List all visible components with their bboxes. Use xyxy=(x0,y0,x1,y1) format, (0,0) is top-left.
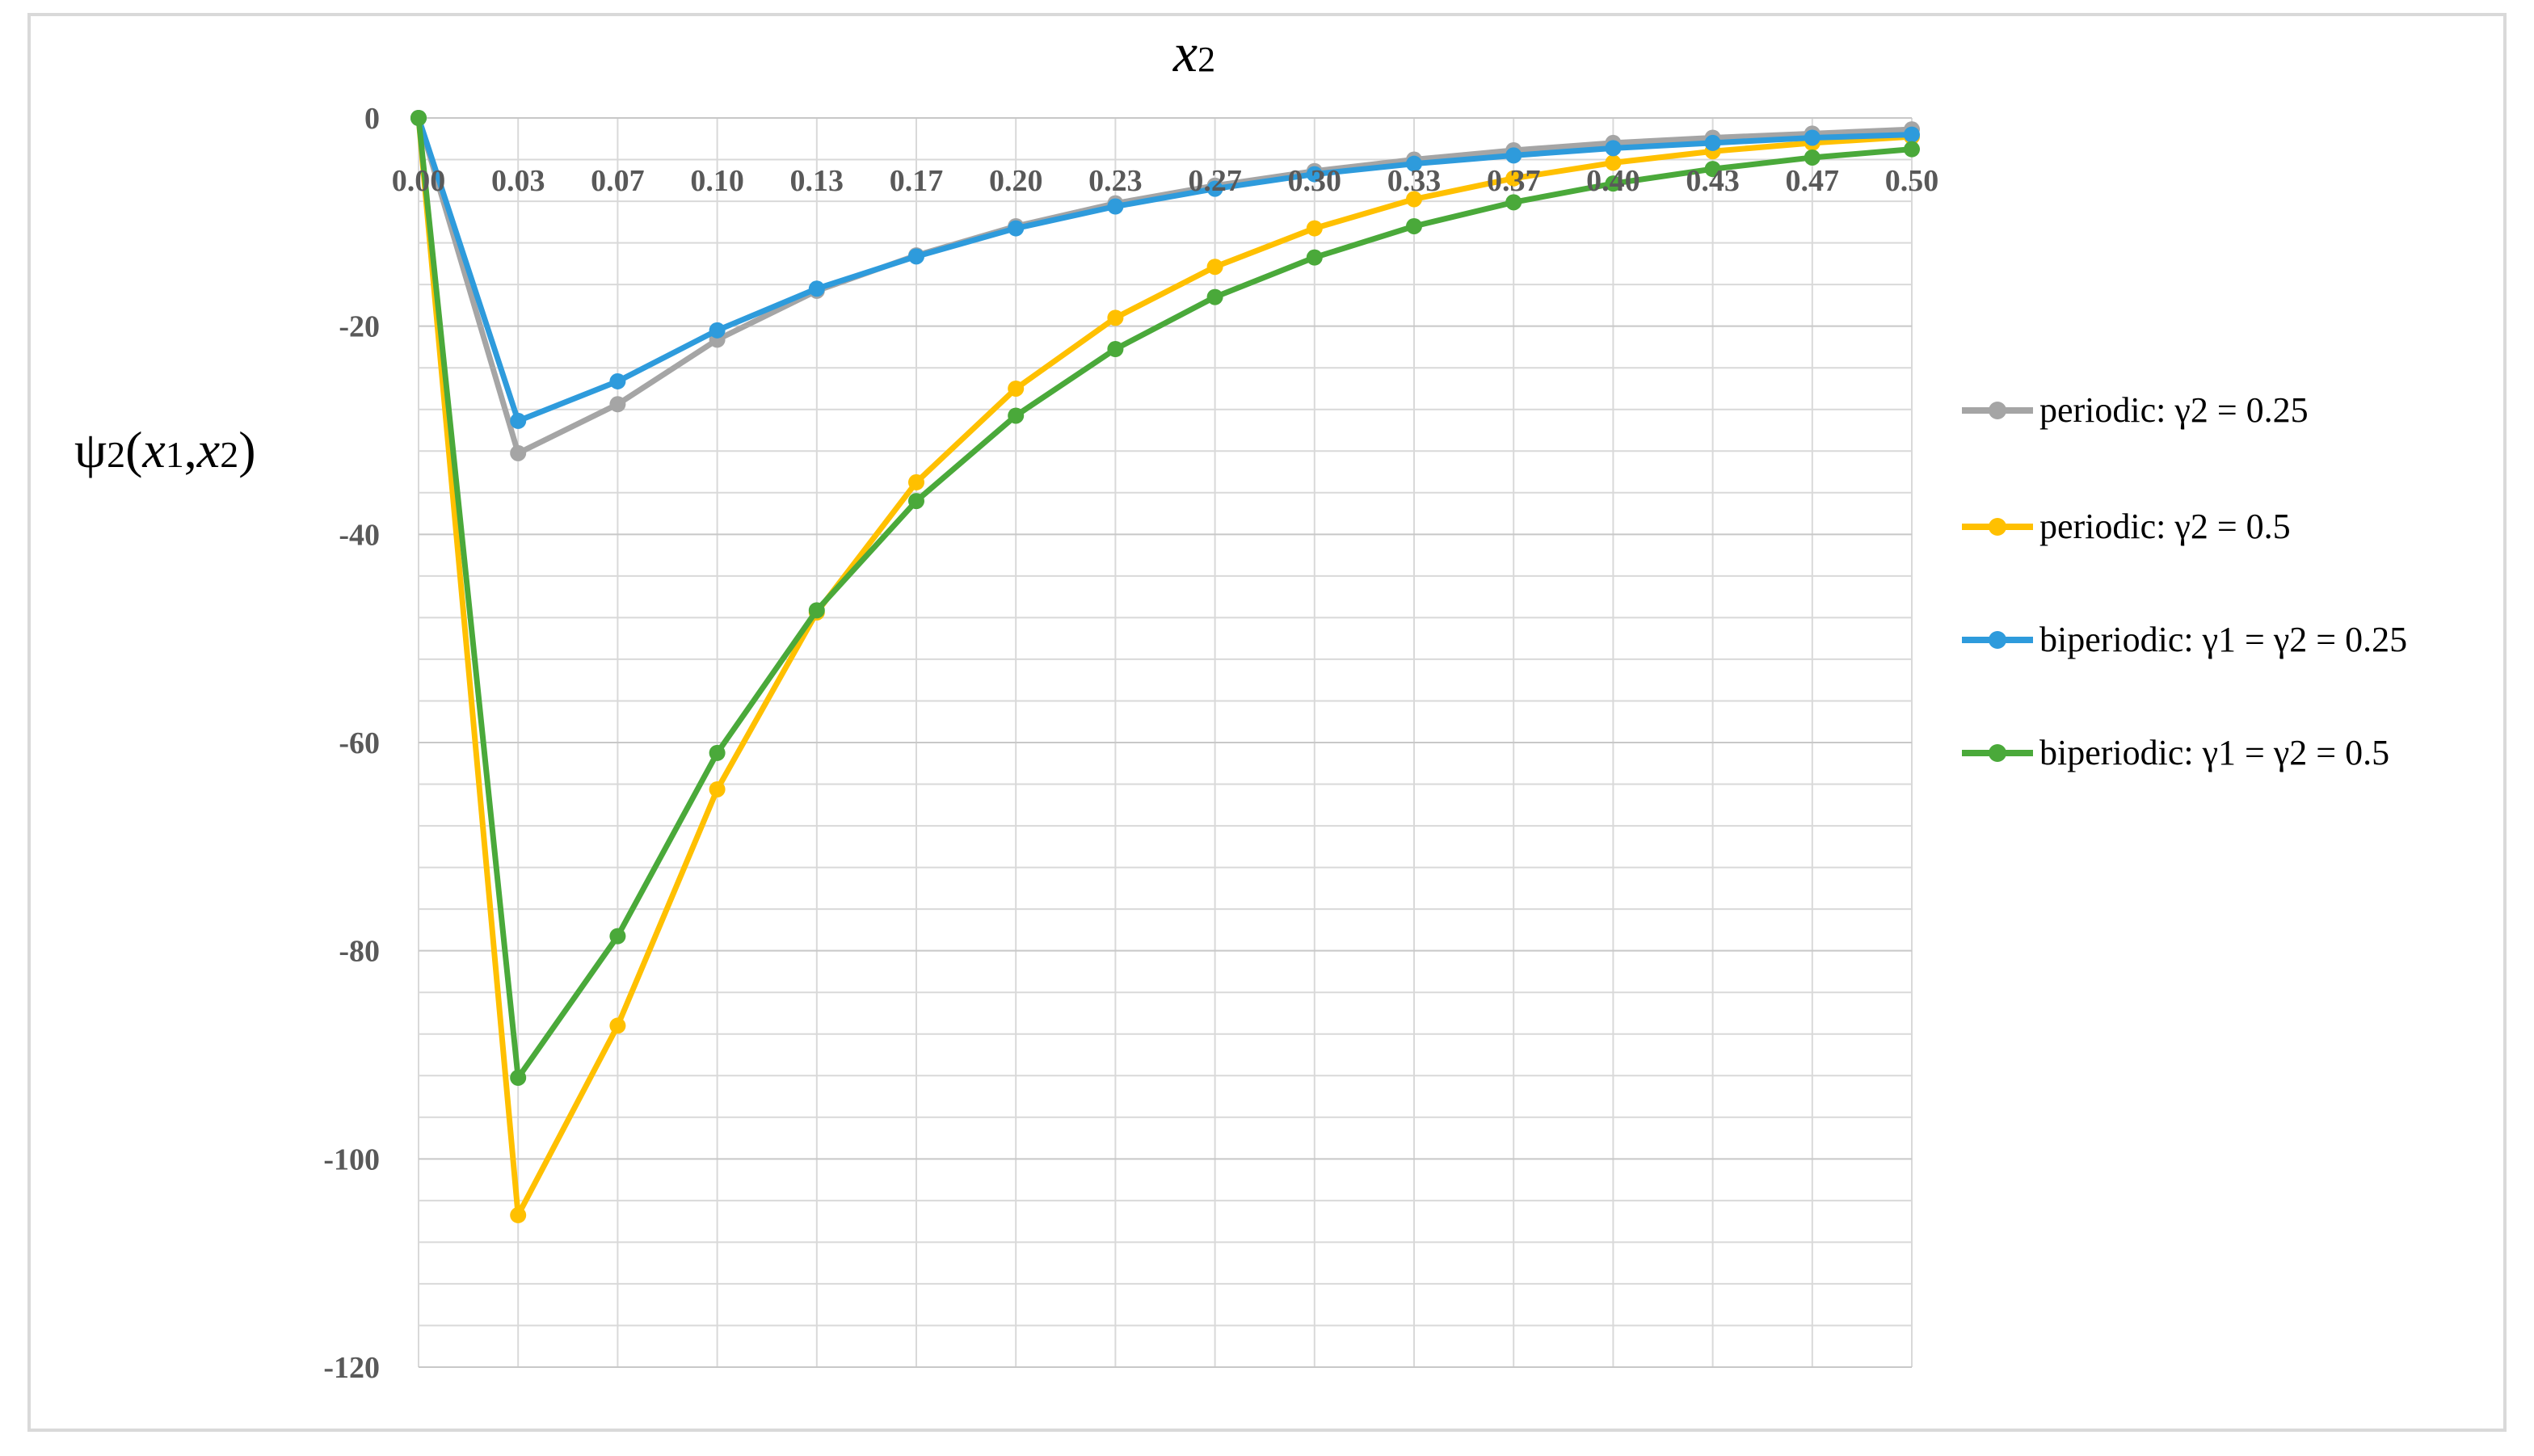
x-tick-label: 0.27 xyxy=(1188,164,1242,198)
series-layer xyxy=(410,110,1920,1223)
data-point xyxy=(1008,220,1025,237)
data-point xyxy=(908,473,924,490)
data-point xyxy=(510,444,527,461)
x-tick-label: 0.33 xyxy=(1387,164,1442,198)
data-point xyxy=(1804,129,1821,146)
data-point xyxy=(709,744,726,761)
x-tick-label: 0.40 xyxy=(1586,164,1640,198)
legend-swatch-marker xyxy=(1989,744,2006,762)
data-point xyxy=(1505,147,1522,164)
data-point xyxy=(609,372,626,389)
y-tick-labels: 0 -20 -40 -60 -80 -100 -120 xyxy=(323,102,380,1385)
legend-label: periodic: γ2 = 0.5 xyxy=(2039,507,2291,546)
x-tick-label: 0.10 xyxy=(690,164,744,198)
series-line xyxy=(415,117,1913,457)
data-point xyxy=(510,1206,527,1223)
y-axis-title: ψ2(x1,x2) xyxy=(74,421,256,478)
x-tick-label: 0.47 xyxy=(1786,164,1840,198)
gridlines xyxy=(418,117,1913,1368)
y-tick-label: -60 xyxy=(339,726,380,760)
legend-item: periodic: γ2 = 0.5 xyxy=(1962,507,2291,546)
y-tick-label: -40 xyxy=(339,518,380,552)
data-point xyxy=(1107,198,1124,215)
x-tick-label: 0.43 xyxy=(1686,164,1740,198)
x-tick-label: 0.37 xyxy=(1487,164,1541,198)
chart-border xyxy=(27,13,2507,1432)
data-point xyxy=(808,280,825,297)
data-point xyxy=(709,781,726,797)
y-tick-label: -120 xyxy=(323,1351,380,1385)
data-point xyxy=(1206,180,1223,197)
data-point xyxy=(1107,341,1124,358)
data-point xyxy=(1406,155,1422,172)
data-point xyxy=(908,493,924,510)
data-point xyxy=(1505,194,1522,211)
data-point xyxy=(609,928,626,945)
data-point xyxy=(609,1017,626,1034)
legend-item: biperiodic: γ1 = γ2 = 0.5 xyxy=(1962,733,2389,772)
legend-swatch-marker xyxy=(1989,402,2006,419)
data-point xyxy=(1605,140,1622,157)
data-point xyxy=(1804,149,1821,166)
data-point xyxy=(808,602,825,619)
data-point xyxy=(1605,154,1622,171)
data-point xyxy=(1306,166,1323,183)
data-point xyxy=(1406,217,1422,234)
data-point xyxy=(1505,170,1522,187)
legend-swatch-marker xyxy=(1989,518,2006,536)
data-point xyxy=(1008,407,1025,424)
x-tick-label: 0.00 xyxy=(392,164,446,198)
series-line xyxy=(415,117,1913,1218)
data-point xyxy=(1704,134,1721,151)
x-tick-label: 0.17 xyxy=(890,164,944,198)
x-tick-label: 0.03 xyxy=(491,164,545,198)
x-tick-label: 0.23 xyxy=(1088,164,1143,198)
data-point xyxy=(1704,161,1721,178)
data-point xyxy=(1406,191,1422,208)
legend-item: biperiodic: γ1 = γ2 = 0.25 xyxy=(1962,620,2407,659)
x-tick-label: 0.30 xyxy=(1288,164,1342,198)
series-line xyxy=(415,117,1913,1081)
legend-label: biperiodic: γ1 = γ2 = 0.5 xyxy=(2039,733,2389,772)
data-point xyxy=(1206,259,1223,276)
data-point xyxy=(1206,288,1223,305)
data-point xyxy=(1904,141,1920,158)
legend: periodic: γ2 = 0.25 periodic: γ2 = 0.5 bip… xyxy=(1962,390,2407,772)
x-tick-label: 0.50 xyxy=(1885,164,1939,198)
legend-swatch-marker xyxy=(1989,631,2006,649)
data-point xyxy=(1306,220,1323,237)
y-tick-label: -20 xyxy=(339,310,380,344)
x-tick-label: 0.07 xyxy=(591,164,645,198)
series-3 xyxy=(410,110,1920,429)
data-point xyxy=(510,412,527,429)
legend-label: biperiodic: γ1 = γ2 = 0.25 xyxy=(2039,620,2407,659)
x-tick-labels: 0.00 0.03 0.07 0.10 0.13 0.17 0.20 0.23 0.27 0.30… xyxy=(392,164,1939,198)
data-point xyxy=(908,248,924,265)
legend-item: periodic: γ2 = 0.25 xyxy=(1962,390,2309,430)
series-4 xyxy=(410,110,1920,1086)
data-point xyxy=(609,396,626,413)
x-tick-label: 0.20 xyxy=(989,164,1043,198)
data-point xyxy=(410,110,427,126)
data-point xyxy=(1306,249,1323,266)
legend-label: periodic: γ2 = 0.25 xyxy=(2039,390,2309,430)
data-point xyxy=(1008,380,1025,397)
series-line xyxy=(415,116,1913,424)
data-point xyxy=(1904,126,1920,143)
y-tick-label: -80 xyxy=(339,935,380,969)
data-point xyxy=(510,1069,527,1086)
y-tick-label: 0 xyxy=(364,102,380,136)
data-point xyxy=(1107,309,1124,326)
data-point xyxy=(709,322,726,339)
x-tick-label: 0.13 xyxy=(790,164,844,198)
data-point xyxy=(1605,175,1622,192)
y-tick-label: -100 xyxy=(323,1142,380,1176)
